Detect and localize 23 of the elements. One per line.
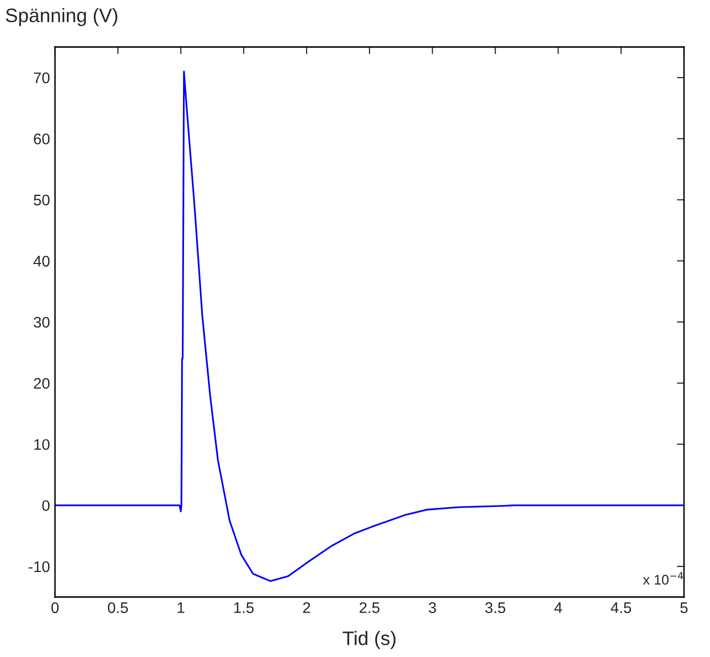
x-tick-label: 4.5 (610, 602, 632, 614)
x-tick-label: 1 (178, 602, 184, 613)
y-tick-label: 20 (34, 378, 50, 389)
x-tick-label: 2 (303, 602, 310, 613)
y-tick-label: 30 (34, 316, 50, 328)
x-tick-label: 2.5 (360, 602, 380, 614)
x-tick-label: 3 (428, 602, 436, 614)
x-tick-label: 0.5 (108, 602, 128, 614)
y-tick-label: 50 (34, 194, 50, 206)
y-axis-title: Spänning (V) (6, 8, 118, 26)
annotation: x 10$^{−4}$ (643, 572, 684, 585)
x-tick-label: 0 (51, 602, 59, 614)
y-tick-label: 10 (34, 439, 50, 450)
y-tick-label: 40 (34, 256, 50, 267)
x-tick-label: 3.5 (485, 602, 506, 614)
x-tick-label: 4 (554, 602, 562, 613)
x-axis-title: Tid (s) (342, 630, 396, 649)
y-tick-label: 70 (34, 72, 50, 84)
y-tick-label: -10 (28, 561, 50, 572)
y-tick-label: 60 (34, 134, 50, 144)
x-tick-label: 1.5 (234, 602, 254, 614)
y-tick-label: 0 (42, 500, 50, 512)
x-tick-label: 5 (680, 602, 688, 614)
